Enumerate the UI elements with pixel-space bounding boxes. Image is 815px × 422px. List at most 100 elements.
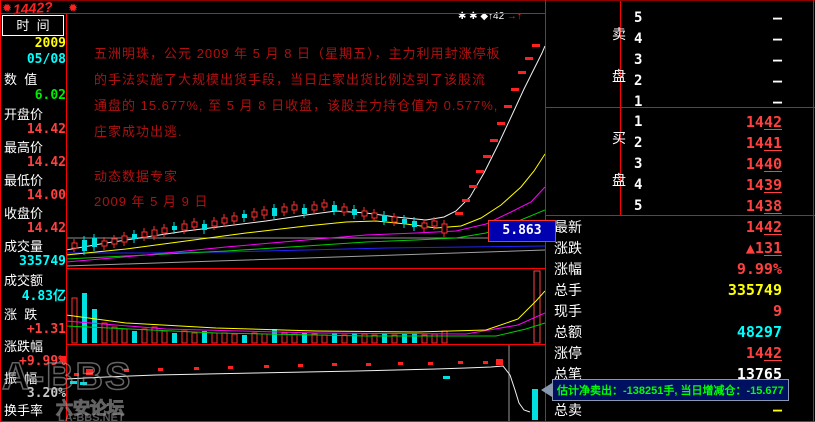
window-border-left bbox=[0, 0, 1, 422]
sell-buy-divider bbox=[545, 107, 815, 108]
sell-level: 1 bbox=[634, 94, 643, 110]
buy-row-4[interactable]: 4 1439 bbox=[546, 175, 814, 196]
price-decimals: 40 bbox=[763, 155, 782, 173]
quote-row-total-sell: 总卖 — bbox=[546, 400, 814, 421]
annotation-line: 五洲明珠，公元 2009 年 5 月 8 日（星期五），主力利用封涨停板 bbox=[94, 46, 501, 61]
volume-pane-divider bbox=[66, 268, 545, 269]
sidebar-open-label: 开盘价 bbox=[4, 107, 44, 122]
watermark-site-name: 六安论坛 bbox=[56, 399, 125, 419]
limit-up-value: 1442 bbox=[746, 343, 782, 364]
price-main: 14 bbox=[745, 344, 764, 362]
sell-level: 4 bbox=[634, 31, 643, 47]
price-decimals: 39 bbox=[763, 176, 782, 194]
sidebar-time-label[interactable]: 时 间 bbox=[2, 15, 64, 36]
gear-icon[interactable]: ✹ bbox=[68, 1, 79, 15]
buy-row-1[interactable]: 1 1442 bbox=[546, 112, 814, 133]
sell-level: 3 bbox=[634, 52, 643, 68]
buy-level: 5 bbox=[634, 198, 643, 214]
price-decimals: 42 bbox=[763, 113, 782, 131]
total-vol-label: 总手 bbox=[554, 282, 582, 298]
panel-divider bbox=[545, 0, 546, 422]
sidebar-amplitude-label: 振 幅 bbox=[4, 371, 38, 386]
buy-row-3[interactable]: 3 1440 bbox=[546, 154, 814, 175]
price-main: 14 bbox=[745, 197, 764, 215]
price-level-tag[interactable]: 5.863 bbox=[488, 220, 556, 242]
price-main: 14 bbox=[745, 134, 764, 152]
sell-level: 2 bbox=[634, 73, 643, 89]
buy-price: 1440 bbox=[746, 154, 782, 175]
change-decimals: 31 bbox=[763, 239, 782, 257]
sidebar-low: 14.00 bbox=[26, 188, 66, 203]
annotation-line: 庄家成功出逃. bbox=[94, 124, 183, 139]
buy-row-2[interactable]: 2 1441 bbox=[546, 133, 814, 154]
watermark-logo: A-BBS bbox=[1, 355, 133, 399]
amount-value: 48297 bbox=[736, 323, 782, 341]
sell-row-3[interactable]: 3 — bbox=[546, 50, 814, 71]
buy-label-char: 买 bbox=[612, 130, 626, 146]
quote-divider bbox=[545, 215, 815, 216]
titlebar-divider bbox=[0, 13, 545, 14]
sell-value: — bbox=[772, 93, 782, 111]
price-decimals: 41 bbox=[763, 134, 782, 152]
sidebar-change-label: 涨 跌 bbox=[4, 307, 38, 322]
current-vol-label: 现手 bbox=[554, 303, 582, 319]
sidebar-turnover-label: 换手率 bbox=[4, 403, 44, 418]
price-decimals: 38 bbox=[763, 197, 782, 215]
gear-icon[interactable]: ✹ bbox=[2, 1, 13, 15]
quote-row-limit-up: 涨停 1442 bbox=[546, 343, 814, 364]
sidebar-high-label: 最高价 bbox=[4, 140, 44, 155]
indicator-plot bbox=[66, 345, 538, 421]
indicator-pane-divider bbox=[66, 344, 545, 345]
sidebar-divider bbox=[66, 13, 67, 422]
quote-row-pct: 涨幅 9.99% bbox=[546, 259, 814, 280]
triangle-up-icon: ▲1 bbox=[745, 239, 764, 257]
buy-level: 2 bbox=[634, 135, 643, 151]
sell-row-2[interactable]: 2 — bbox=[546, 71, 814, 92]
sell-value: — bbox=[772, 9, 782, 27]
sell-label-char: 卖 bbox=[612, 26, 626, 42]
volume-pane-header: VOL(5,10,20) 335749.000↑, MA1: 76627.000… bbox=[60, 270, 544, 284]
sell-level: 5 bbox=[634, 10, 643, 26]
current-vol-value: 9 bbox=[772, 302, 782, 320]
sell-row-5[interactable]: 5 — bbox=[546, 8, 814, 29]
price-main: 14 bbox=[745, 113, 764, 131]
total-vol-value: 335749 bbox=[727, 281, 782, 299]
sidebar-volume: 335749 bbox=[19, 254, 66, 269]
buy-price: 1441 bbox=[746, 133, 782, 154]
change-value: ▲131 bbox=[746, 238, 782, 259]
chart-event-marks: ✱ ✱ ◆↑42 →↑ bbox=[458, 11, 522, 22]
sidebar-low-label: 最低价 bbox=[4, 173, 44, 188]
limit-up-label: 涨停 bbox=[554, 345, 582, 361]
sidebar-change-pct: +9.99% bbox=[19, 354, 66, 369]
buy-level: 4 bbox=[634, 177, 643, 193]
sell-value: — bbox=[772, 51, 782, 69]
sidebar-amplitude: 3.20% bbox=[26, 386, 66, 401]
indicator-legend-icon bbox=[60, 356, 66, 362]
buy-price: 1439 bbox=[746, 175, 782, 196]
annotation-line: 的手法实施了大规模出货手段，当日庄家出货比例达到了该股流 bbox=[94, 72, 487, 87]
price-decimals: 42 bbox=[763, 218, 782, 236]
sidebar-amount-label: 成交额 bbox=[4, 273, 44, 288]
latest-value: 1442 bbox=[746, 217, 782, 238]
sell-row-4[interactable]: 4 — bbox=[546, 29, 814, 50]
sidebar-high: 14.42 bbox=[26, 155, 66, 170]
price-main: 14 bbox=[745, 218, 764, 236]
sell-row-1[interactable]: 1 — bbox=[546, 92, 814, 113]
sidebar-value-label: 数 值 bbox=[4, 72, 38, 87]
star-marks: ✱ ✱ ◆↑42 bbox=[458, 11, 505, 22]
quote-row-current-vol: 现手 9 bbox=[546, 301, 814, 322]
sidebar-change: +1.31 bbox=[26, 322, 66, 337]
price-main: 14 bbox=[745, 155, 764, 173]
volume-bars bbox=[71, 270, 541, 344]
sidebar-amount: 4.83亿 bbox=[21, 289, 66, 304]
sell-label-char: 盘 bbox=[612, 68, 626, 84]
watermark-url: LA-BBS.NET bbox=[58, 412, 125, 422]
sell-value: — bbox=[772, 72, 782, 90]
total-sell-label: 总卖 bbox=[554, 402, 582, 418]
orderbook-divider bbox=[620, 1, 621, 215]
buy-row-5[interactable]: 5 1438 bbox=[546, 196, 814, 217]
trade-count-label: 总笔 bbox=[554, 366, 582, 382]
buy-level: 1 bbox=[634, 114, 643, 130]
change-label: 涨跌 bbox=[554, 240, 582, 256]
